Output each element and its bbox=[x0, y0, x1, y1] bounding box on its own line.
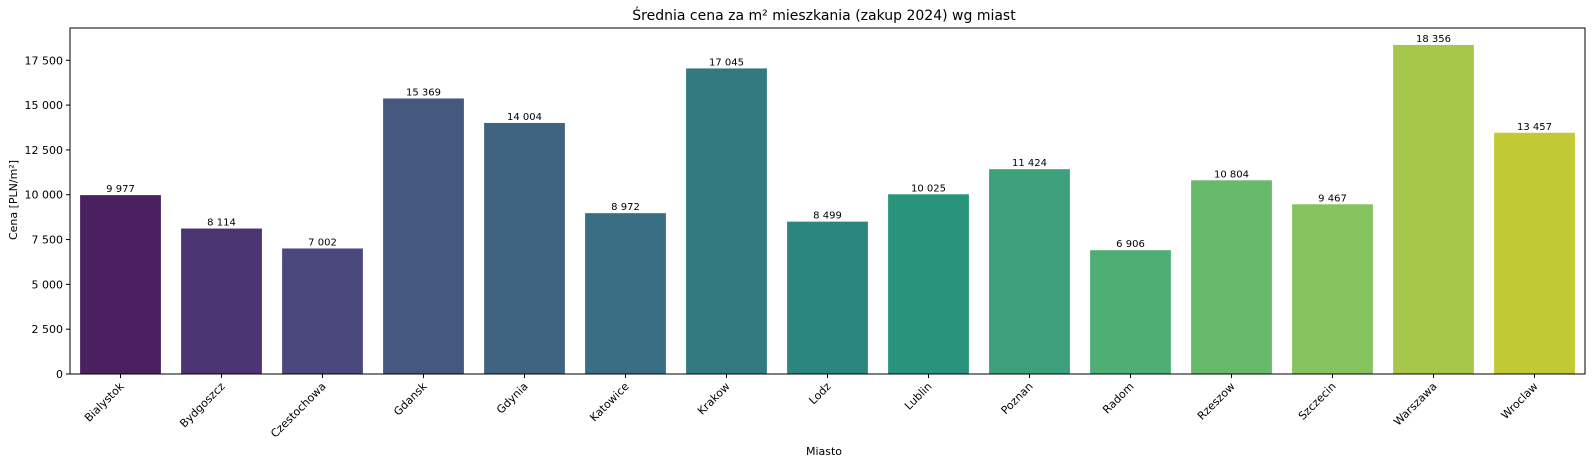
bar-value-label: 10 025 bbox=[911, 183, 946, 194]
x-tick-label: Lublin bbox=[902, 380, 935, 413]
bar-warszawa bbox=[1393, 44, 1474, 374]
y-axis-label: Cena [PLN/m²] bbox=[7, 160, 20, 240]
y-tick-label: 15 000 bbox=[25, 99, 64, 112]
bar-value-label: 15 369 bbox=[406, 87, 441, 98]
bar-value-label: 6 906 bbox=[1116, 239, 1145, 250]
bar-rzeszow bbox=[1191, 180, 1272, 374]
x-tick-label: Gdansk bbox=[391, 379, 430, 418]
x-tick-label: Wroclaw bbox=[1499, 380, 1541, 422]
y-tick-label: 17 500 bbox=[25, 54, 64, 67]
x-tick-label: Katowice bbox=[587, 380, 631, 424]
x-tick-label: Radom bbox=[1100, 380, 1136, 416]
bar-lublin bbox=[888, 194, 969, 374]
bar-katowice bbox=[585, 213, 666, 374]
chart-title: Średnia cena za m² mieszkania (zakup 202… bbox=[632, 6, 1016, 24]
bar-szczecin bbox=[1292, 204, 1373, 374]
y-tick-label: 10 000 bbox=[25, 189, 64, 202]
bar-value-label: 8 499 bbox=[813, 211, 842, 222]
x-axis-label: Miasto bbox=[806, 445, 842, 458]
x-tick-label: Warszawa bbox=[1391, 380, 1439, 428]
bar-value-label: 13 457 bbox=[1517, 122, 1552, 133]
bar-krakow bbox=[686, 68, 767, 374]
x-tick-label: Czestochowa bbox=[268, 380, 328, 440]
bar-value-label: 18 356 bbox=[1416, 34, 1451, 45]
bar-wroclaw bbox=[1494, 132, 1575, 374]
y-tick-label: 5 000 bbox=[32, 278, 64, 291]
bar-poznan bbox=[989, 169, 1070, 374]
plot-frame bbox=[69, 27, 1586, 375]
bar-value-label: 17 045 bbox=[709, 57, 744, 68]
y-tick-label: 2 500 bbox=[32, 323, 64, 336]
bar-value-label: 7 002 bbox=[308, 237, 337, 248]
x-axis: Bialystok Bydgoszcz Czestochowa Gdansk Gdyni… bbox=[82, 374, 1541, 440]
bar-value-label: 8 972 bbox=[611, 202, 640, 213]
x-tick-label: Poznan bbox=[999, 380, 1036, 417]
bar-value-label: 10 804 bbox=[1214, 169, 1249, 180]
bar-lodz bbox=[787, 221, 868, 374]
bars bbox=[80, 44, 1575, 375]
x-tick-label: Bialystok bbox=[82, 379, 127, 424]
bar-value-label: 14 004 bbox=[507, 112, 542, 123]
bar-bydgoszcz bbox=[181, 228, 262, 374]
bar-radom bbox=[1090, 250, 1171, 374]
bar-value-label: 9 467 bbox=[1318, 193, 1347, 204]
x-tick-label: Gdynia bbox=[494, 380, 531, 417]
bar-value-label: 11 424 bbox=[1012, 158, 1047, 169]
bar-value-labels: 9 977 8 114 7 002 15 369 14 004 8 972 17 045 8 … bbox=[106, 34, 1552, 250]
y-tick-label: 12 500 bbox=[25, 144, 64, 157]
y-tick-label: 7 500 bbox=[32, 234, 64, 247]
x-tick-label: Rzeszow bbox=[1195, 380, 1238, 423]
bar-value-label: 9 977 bbox=[106, 184, 135, 195]
y-axis: 0 2 500 5 000 7 500 10 000 12 500 15 000 17 500 bbox=[25, 54, 70, 381]
x-tick-label: Szczecin bbox=[1296, 380, 1339, 423]
bar-czestochowa bbox=[282, 248, 363, 374]
bar-gdansk bbox=[383, 98, 464, 375]
x-tick-label: Krakow bbox=[695, 380, 733, 418]
bar-bialystok bbox=[80, 195, 161, 374]
x-tick-label: Bydgoszcz bbox=[177, 380, 227, 430]
x-tick-label: Lodz bbox=[806, 380, 833, 407]
bar-gdynia bbox=[484, 122, 565, 374]
y-tick-label: 0 bbox=[56, 368, 63, 381]
bar-value-label: 8 114 bbox=[207, 218, 236, 229]
